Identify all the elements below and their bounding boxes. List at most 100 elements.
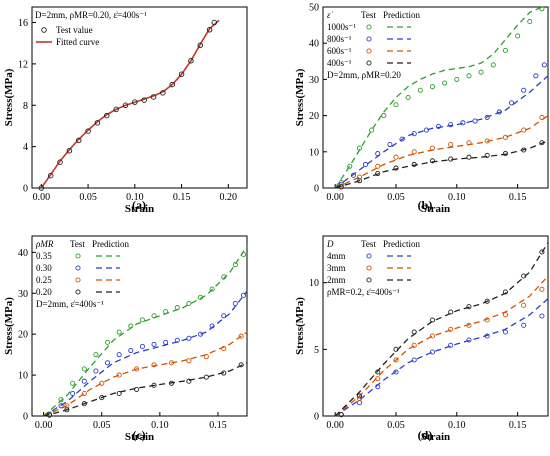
test-point	[448, 122, 454, 128]
test-point	[466, 337, 472, 343]
test-point	[338, 181, 344, 187]
panel-caption: (d)	[418, 428, 433, 442]
legend-series-label: 0.20	[36, 287, 52, 297]
test-point	[521, 273, 527, 279]
y-tick-label: 50	[309, 3, 319, 14]
test-point	[411, 131, 417, 137]
test-value-point	[169, 81, 175, 88]
panel-d: 0.00 0.05 0.10 0.15 0 5 10 Strain Stress(MPa) (d)…	[294, 235, 549, 443]
x-axis-label: Strain	[125, 431, 154, 443]
test-point	[203, 374, 209, 380]
test-point	[484, 317, 490, 323]
test-point	[93, 368, 99, 374]
x-tick-label: 0.10	[126, 192, 144, 203]
panel-info: D=2mm, ρMR=0.20	[327, 70, 401, 80]
plot-frame	[322, 6, 549, 189]
y-tick-label: 10	[18, 371, 28, 382]
test-point	[539, 114, 545, 120]
test-point	[81, 378, 87, 384]
legend-header-test: Test	[361, 10, 376, 20]
test-point	[375, 170, 381, 177]
x-tick-label: 0.15	[509, 192, 527, 203]
test-point	[116, 372, 122, 378]
x-axis-label: Strain	[125, 203, 154, 215]
test-point	[116, 390, 122, 397]
x-tick-label: 0.20	[220, 192, 238, 203]
test-point	[197, 331, 204, 337]
test-point	[209, 286, 215, 292]
test-point	[116, 352, 122, 358]
x-tick-label: 0.05	[79, 192, 97, 203]
legend-series-label: 600s⁻¹	[327, 46, 352, 56]
test-point	[541, 62, 547, 68]
prediction-line	[43, 362, 248, 417]
x-tick-label: 0.05	[93, 420, 111, 431]
test-point	[81, 390, 87, 397]
legend-series-label: 0.30	[36, 263, 52, 273]
test-point	[128, 347, 134, 354]
test-point	[405, 94, 411, 101]
legend-header-param: ρMR	[35, 239, 54, 249]
test-point	[490, 62, 496, 68]
test-point	[515, 33, 521, 39]
y-tick-label: 40	[18, 248, 28, 259]
test-point	[134, 386, 140, 392]
test-point	[174, 305, 180, 311]
test-point	[539, 249, 545, 255]
y-tick-label: 8	[23, 101, 28, 112]
test-point	[338, 412, 344, 418]
test-point	[70, 390, 76, 397]
test-value-point	[66, 148, 73, 154]
test-point	[232, 262, 238, 268]
test-point	[81, 366, 87, 372]
test-point	[448, 342, 454, 348]
test-point	[381, 113, 387, 119]
x-tick-label: 0.00	[326, 192, 344, 203]
test-point	[502, 312, 508, 318]
test-point	[393, 165, 399, 171]
prediction-line	[334, 75, 549, 189]
test-point	[151, 382, 157, 388]
test-value-point	[197, 42, 204, 49]
test-point	[533, 73, 539, 79]
test-point	[411, 329, 417, 335]
test-point	[496, 109, 502, 115]
test-point	[484, 152, 490, 158]
test-point	[454, 76, 460, 82]
test-point	[521, 302, 527, 308]
test-point	[203, 354, 209, 360]
y-tick-label: 30	[18, 289, 28, 300]
test-point	[448, 142, 454, 148]
legend-test-marker	[366, 24, 372, 30]
y-tick-label: 16	[18, 18, 28, 29]
panel-c: 0.00 0.05 0.10 0.15 0 10 20 30 40 Strain Stress(MP…	[3, 235, 248, 443]
test-point	[356, 145, 363, 151]
legend-series-label: 800s⁻¹	[327, 34, 352, 44]
y-tick-label: 0	[23, 412, 28, 423]
test-point	[338, 184, 344, 190]
legend-test-marker	[41, 27, 47, 33]
test-value-point	[178, 71, 185, 77]
test-point	[484, 138, 490, 144]
legend-series-label: 1000s⁻¹	[327, 22, 356, 32]
legend-series-label: 3mm	[327, 263, 346, 273]
test-value-point	[211, 19, 218, 26]
x-tick-label: 0.00	[33, 192, 51, 203]
y-axis-label: Stress(MPa)	[294, 297, 306, 355]
test-value-point	[206, 27, 213, 33]
test-point	[356, 174, 363, 180]
legend-test-marker	[366, 36, 372, 42]
test-point	[502, 134, 508, 140]
test-point	[221, 370, 227, 376]
y-tick-label: 20	[18, 330, 28, 341]
test-point	[460, 120, 466, 126]
test-point	[221, 313, 227, 319]
legend-header-param: D	[326, 239, 334, 249]
legend-test-marker	[75, 277, 81, 283]
test-point	[442, 80, 448, 86]
prediction-line	[334, 6, 543, 189]
test-point	[521, 127, 527, 133]
test-point	[139, 343, 145, 350]
y-tick-label: 0	[314, 184, 319, 195]
